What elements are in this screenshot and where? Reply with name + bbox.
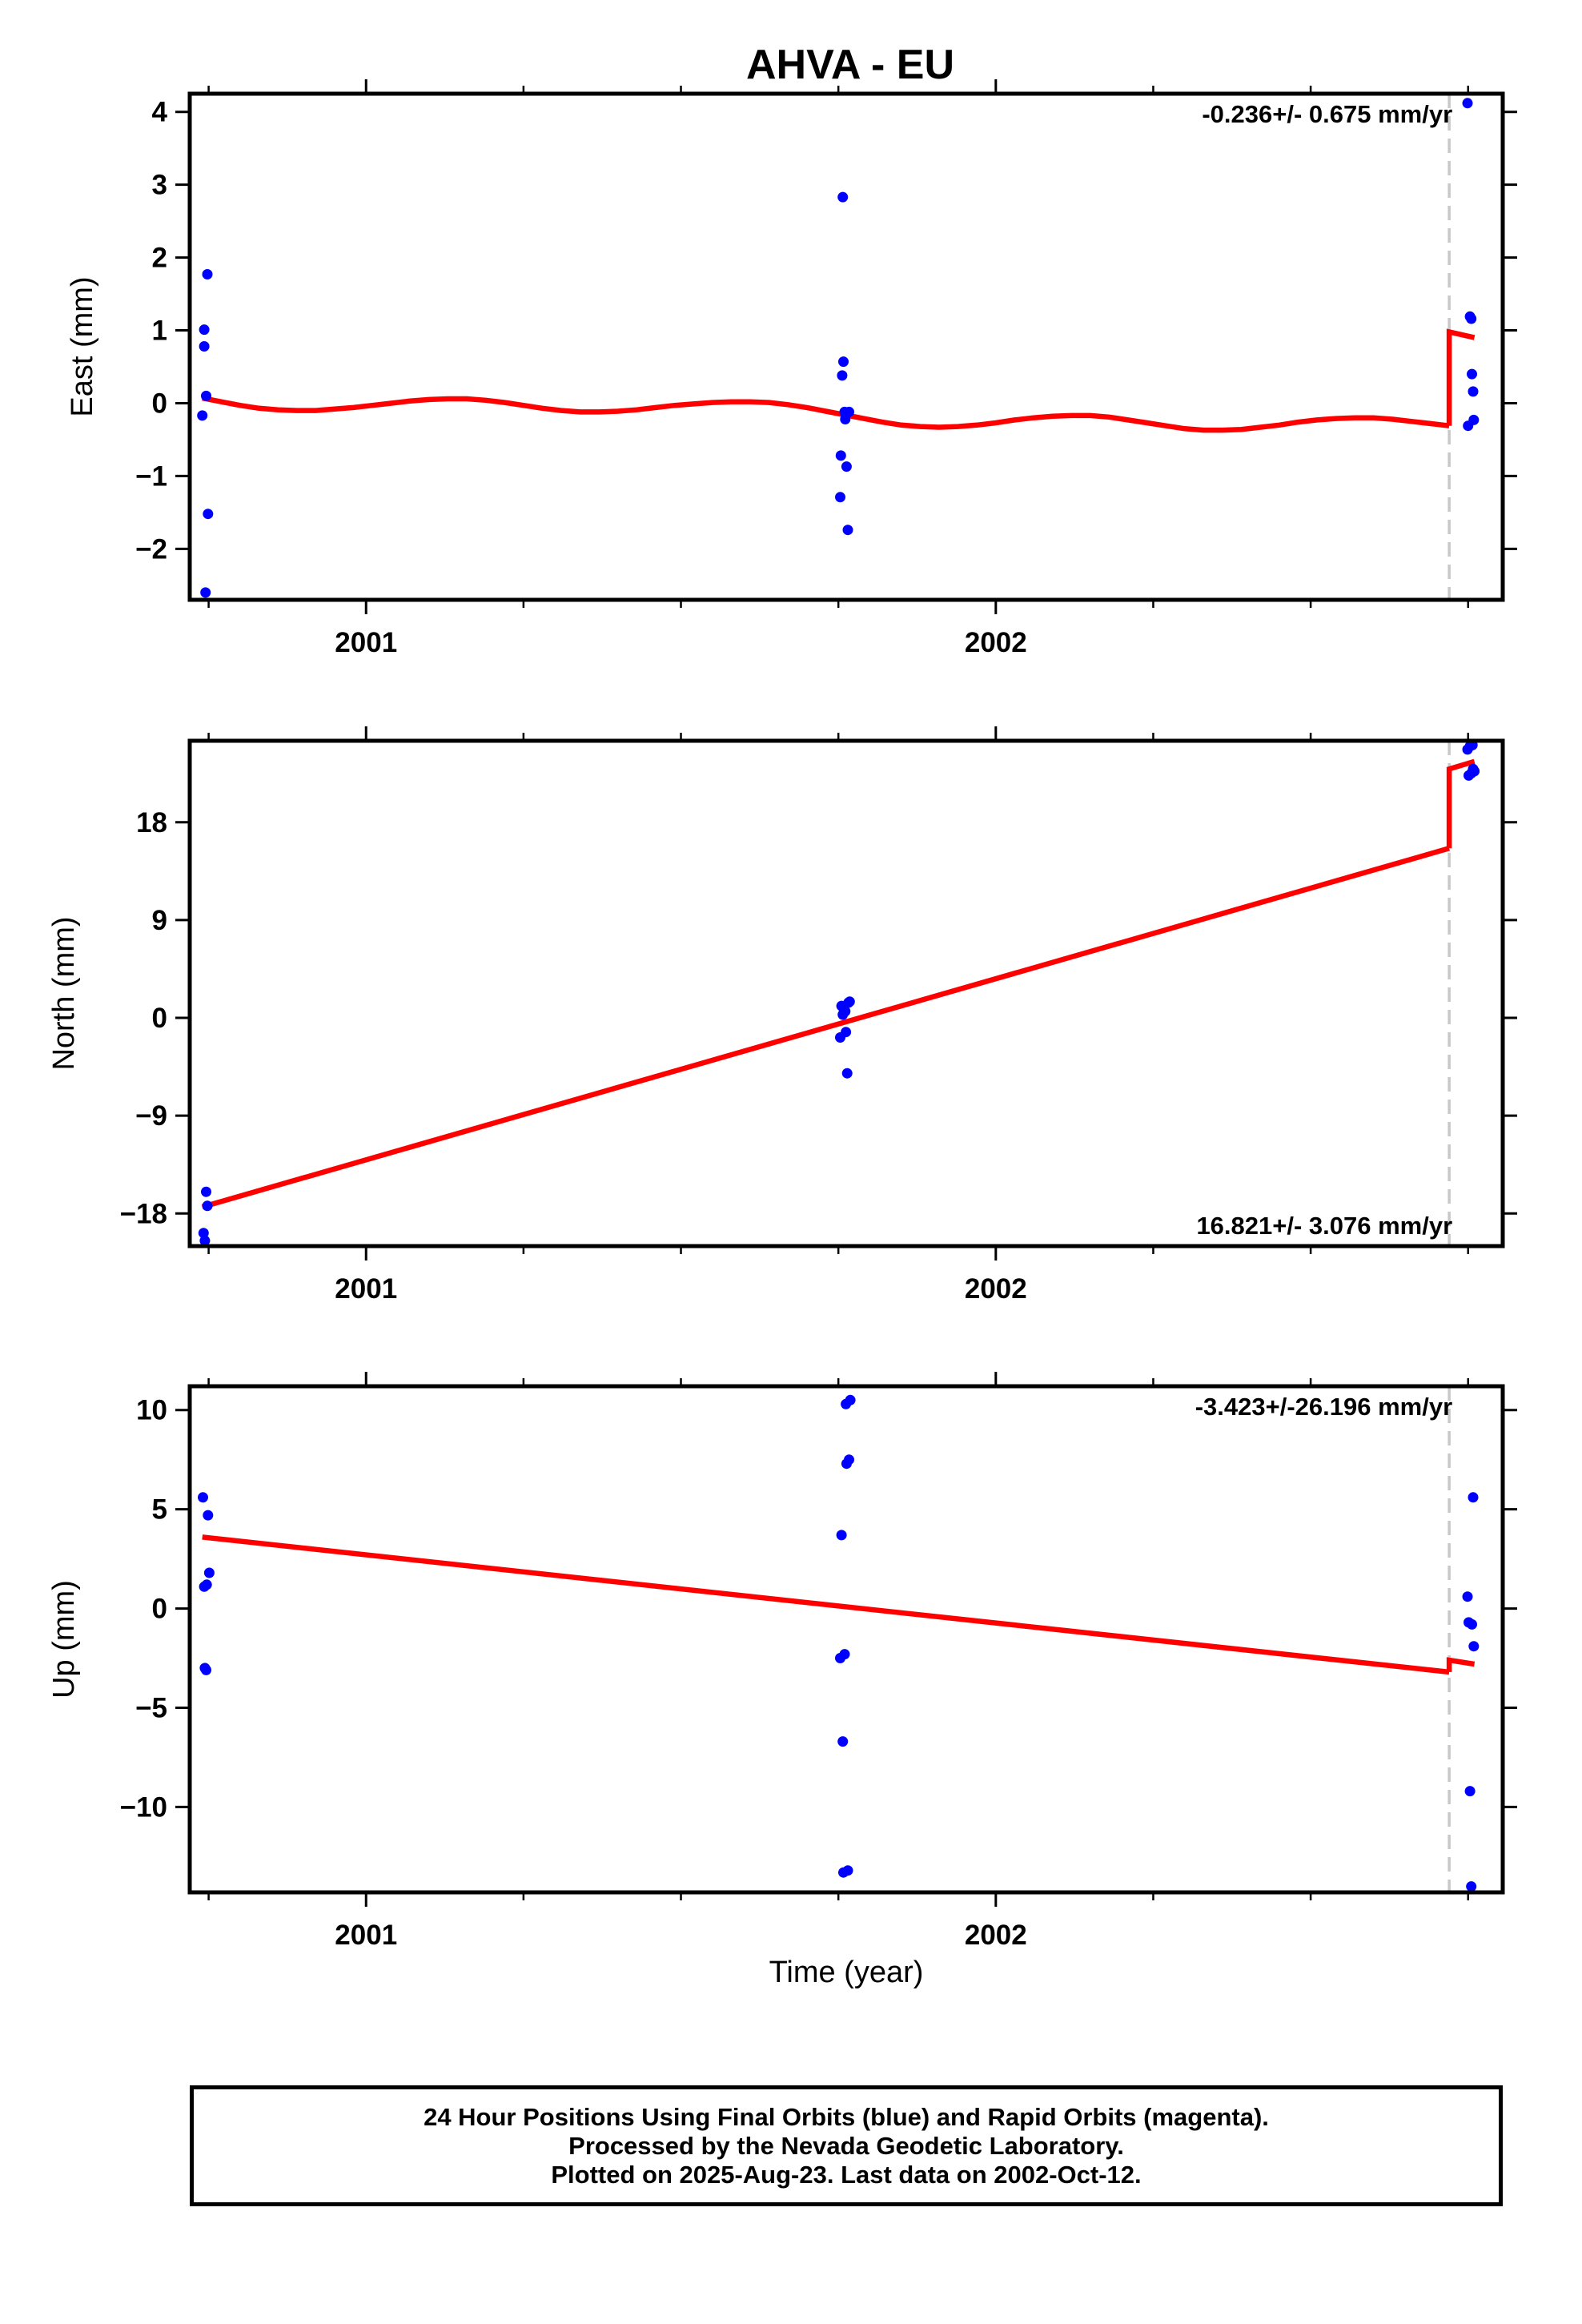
footer-line-processed: Processed by the Nevada Geodetic Laborat… [568, 2131, 1124, 2160]
data-point [199, 324, 210, 336]
data-point [202, 1200, 213, 1212]
y-tick-label: 0 [152, 1003, 167, 1034]
data-point [199, 1235, 211, 1246]
x-tick-label: 2001 [335, 1273, 397, 1305]
x-axis-label: Time (year) [769, 1956, 924, 1989]
data-point [841, 1027, 852, 1038]
data-point [197, 410, 208, 421]
data-point [1466, 313, 1477, 324]
data-point [842, 525, 853, 536]
data-point [839, 1649, 850, 1660]
data-point [1468, 414, 1480, 425]
data-point [200, 587, 211, 598]
plot-frame [187, 1384, 1505, 1895]
y-tick-label: 10 [136, 1395, 167, 1426]
data-point [845, 1394, 856, 1405]
y-tick-label: 3 [152, 170, 167, 201]
data-point [840, 1006, 851, 1017]
model-line-1 [202, 395, 1450, 433]
y-tick-label: 0 [152, 1594, 167, 1625]
model-line-1 [202, 1534, 1450, 1675]
data-point [1469, 766, 1480, 777]
data-point [203, 1510, 214, 1521]
footer-caption-box: 24 Hour Positions Using Final Orbits (bl… [190, 2085, 1503, 2206]
x-tick-label: 2002 [965, 1273, 1027, 1305]
y-axis-label: East (mm) [66, 276, 99, 416]
data-point [198, 1492, 208, 1503]
y-tick-label: −5 [135, 1693, 167, 1724]
y-tick-label: 5 [152, 1494, 167, 1526]
y-tick-label: −1 [135, 460, 167, 492]
data-point [838, 356, 849, 368]
data-point [201, 1186, 211, 1197]
data-point [203, 1567, 215, 1578]
data-point [1468, 386, 1479, 397]
y-tick-label: 1 [152, 316, 167, 347]
rate-annotation: -0.236+/- 0.675 mm/yr [1202, 100, 1452, 128]
x-tick-label: 2002 [965, 1920, 1027, 1951]
data-point [841, 1068, 853, 1079]
data-point [1468, 1641, 1480, 1652]
y-tick-label: 2 [152, 243, 167, 274]
plot-frame [187, 91, 1505, 602]
panel-3: 2001 2002 10 5 0 −5 −10 Up (mm) Time (year) -3.42… [47, 1372, 1517, 1989]
y-tick-label: −2 [135, 533, 167, 565]
data-point [1466, 1881, 1477, 1892]
data-point [835, 492, 845, 503]
data-point [837, 1736, 849, 1747]
y-tick-label: 0 [152, 388, 167, 419]
y-tick-label: −18 [120, 1198, 167, 1229]
data-point [835, 450, 846, 461]
data-point [836, 1530, 847, 1541]
model-line-2 [1446, 1657, 1476, 1672]
footer-line-orbits: 24 Hour Positions Using Final Orbits (bl… [424, 2102, 1269, 2131]
model-line-2 [1446, 328, 1476, 426]
data-point [1464, 1786, 1476, 1797]
data-point [841, 461, 852, 472]
data-point [837, 191, 849, 203]
data-point [844, 1454, 854, 1466]
data-point [201, 1579, 212, 1590]
data-point [837, 370, 848, 381]
data-point [1462, 1591, 1473, 1602]
model-line-2 [1446, 758, 1476, 849]
y-tick-label: 9 [152, 905, 167, 936]
footer-line-plotted: Plotted on 2025-Aug-23. Last data on 200… [551, 2160, 1142, 2189]
chart-title: AHVA - EU [746, 42, 954, 88]
rate-annotation: 16.821+/- 3.076 mm/yr [1196, 1212, 1452, 1240]
y-axis-label: North (mm) [47, 916, 81, 1070]
data-point [202, 269, 213, 279]
panel-2: 2001 2002 18 9 0 −9 −18 North (mm) 16.821+/- 3.0… [47, 726, 1517, 1305]
data-point [203, 509, 214, 520]
data-point [201, 1664, 211, 1675]
data-point [1467, 368, 1477, 380]
data-point [844, 996, 855, 1007]
y-tick-label: −10 [120, 1791, 167, 1823]
y-axis-label: Up (mm) [47, 1580, 81, 1699]
data-point [1467, 1618, 1477, 1630]
data-point [201, 390, 211, 401]
x-tick-label: 2002 [965, 627, 1027, 658]
panel-1: 2001 2002 4 3 2 1 0 −1 −2 East (mm) -0.236+/- 0.67… [66, 79, 1517, 658]
data-point [199, 341, 210, 352]
rate-annotation: -3.423+/-26.196 mm/yr [1195, 1393, 1452, 1421]
plot-frame [187, 738, 1505, 1248]
data-point [1468, 1492, 1479, 1503]
y-tick-label: −9 [135, 1100, 167, 1132]
y-tick-label: 4 [152, 97, 168, 128]
data-point [844, 406, 854, 417]
y-tick-label: 18 [136, 807, 167, 838]
data-point [1462, 98, 1473, 109]
x-tick-label: 2001 [335, 1920, 397, 1951]
model-line-1 [201, 846, 1450, 1210]
x-tick-label: 2001 [335, 627, 397, 658]
data-point [842, 1865, 853, 1876]
